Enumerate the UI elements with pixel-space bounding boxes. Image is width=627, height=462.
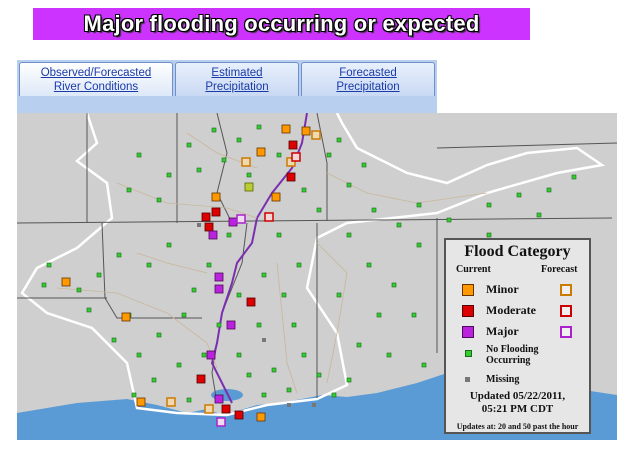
basin-boundary bbox=[20, 113, 606, 417]
moderate-current-swatch bbox=[462, 305, 474, 317]
flood-legend: Flood Category Current Forecast Minor Mo… bbox=[444, 238, 591, 434]
legend-no-flooding-line2: Occurring bbox=[486, 355, 531, 366]
legend-current-header: Current bbox=[456, 264, 491, 275]
mississippi-river bbox=[210, 113, 308, 404]
legend-title: Flood Category bbox=[464, 243, 571, 260]
legend-update-note: Updates at: 20 and 50 past the hour bbox=[456, 422, 579, 431]
minor-flood-gauges bbox=[61, 124, 311, 422]
tab-estimated-precipitation[interactable]: Estimated Precipitation bbox=[175, 62, 299, 96]
moderate-forecast-swatch bbox=[560, 305, 572, 317]
tab-river-conditions-line1: Observed/Forecasted bbox=[40, 67, 152, 79]
tab-estimated-line1: Estimated bbox=[211, 67, 263, 79]
minor-current-swatch bbox=[462, 284, 474, 296]
minor-forecast-gauges bbox=[166, 130, 321, 414]
no-flooding-swatch bbox=[465, 350, 472, 357]
legend-moderate-label: Moderate bbox=[486, 303, 536, 317]
legend-missing-label: Missing bbox=[486, 374, 520, 385]
minor-forecast-swatch bbox=[560, 284, 572, 296]
legend-forecast-header: Forecast bbox=[541, 264, 578, 275]
moderate-forecast-gauges bbox=[264, 152, 301, 222]
no-flood-gauges bbox=[41, 124, 577, 403]
major-forecast-gauges bbox=[216, 214, 246, 427]
legend-updated-line1: Updated 05/22/2011, bbox=[469, 390, 566, 402]
rivers bbox=[56, 132, 488, 394]
missing-gauges bbox=[197, 223, 316, 407]
legend-updated-line2: 05:21 PM CDT bbox=[481, 403, 554, 415]
tab-estimated-line2: Precipitation bbox=[205, 81, 269, 93]
legend-major-label: Major bbox=[486, 324, 519, 338]
tab-river-conditions[interactable]: Observed/Forecasted River Conditions bbox=[19, 62, 173, 96]
tab-river-conditions-line2: River Conditions bbox=[53, 81, 139, 93]
minor-highlight bbox=[244, 182, 254, 192]
legend-no-flooding-line1: No Flooding bbox=[486, 344, 539, 355]
legend-minor-label: Minor bbox=[486, 282, 519, 296]
banner-text: Major flooding occurring or expected bbox=[83, 11, 480, 36]
missing-swatch bbox=[465, 377, 470, 382]
river-map[interactable]: Flood Category Current Forecast Minor Mo… bbox=[17, 113, 617, 440]
major-current-swatch bbox=[462, 326, 474, 338]
state-lines bbox=[17, 113, 617, 404]
tab-forecasted-line1: Forecasted bbox=[339, 67, 397, 79]
footer-strip bbox=[17, 448, 617, 462]
page-banner: Major flooding occurring or expected bbox=[33, 8, 530, 40]
major-flood-gauges bbox=[206, 217, 238, 404]
tab-bar: Observed/Forecasted River Conditions Est… bbox=[17, 60, 437, 113]
tab-forecasted-line2: Precipitation bbox=[336, 81, 400, 93]
tab-forecasted-precipitation[interactable]: Forecasted Precipitation bbox=[301, 62, 435, 96]
major-forecast-swatch bbox=[560, 326, 572, 338]
